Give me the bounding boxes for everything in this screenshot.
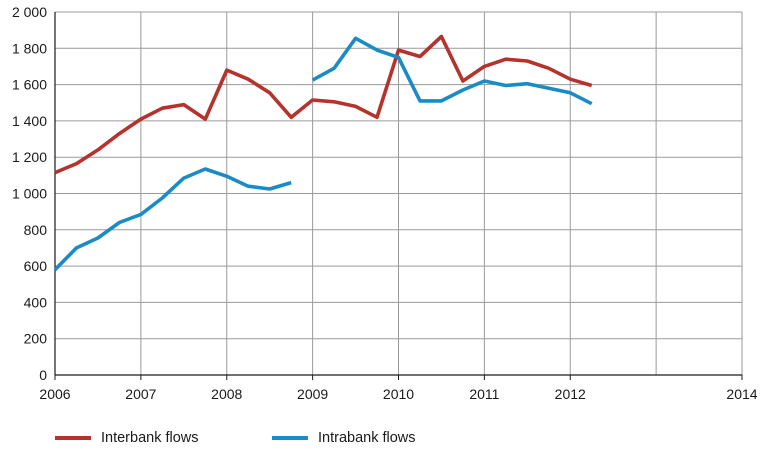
- x-tick-label: 2007: [125, 386, 156, 402]
- tick-labels: 0 200 400 600 800 1 000 1 200 1 400 1 600 1 800 2 …: [12, 4, 758, 402]
- x-tick-label: 2012: [555, 386, 586, 402]
- y-tick-label: 800: [24, 222, 48, 238]
- x-tick-label: 2010: [383, 386, 414, 402]
- x-tick-label: 2011: [469, 386, 499, 402]
- y-tick-label: 600: [24, 258, 48, 274]
- x-tick-label: 2008: [211, 386, 242, 402]
- legend-label-intrabank: Intrabank flows: [318, 430, 416, 446]
- series-layer: [53, 34, 593, 271]
- legend: Interbank flows Intrabank flows: [0, 426, 762, 450]
- y-tick-label: 1 400: [12, 113, 47, 129]
- intrabank-flows-line: [53, 167, 292, 271]
- legend-item-interbank: Interbank flows: [55, 426, 199, 450]
- line-chart: 0 200 400 600 800 1 000 1 200 1 400 1 600 1 800 2 …: [12, 4, 758, 402]
- legend-label-interbank: Interbank flows: [101, 430, 199, 446]
- y-tick-label: 200: [24, 331, 48, 347]
- y-tick-label: 1 000: [12, 186, 47, 202]
- legend-item-intrabank: Intrabank flows: [272, 426, 416, 450]
- axes: [54, 12, 743, 380]
- y-tick-label: 2 000: [12, 4, 47, 20]
- grid: [55, 11, 743, 375]
- y-tick-label: 1 800: [12, 40, 47, 56]
- y-tick-label: 0: [39, 367, 47, 383]
- y-tick-label: 1 600: [12, 77, 47, 93]
- interbank-flows-line: [54, 34, 593, 175]
- y-tick-label: 1 200: [12, 149, 47, 165]
- y-tick-label: 400: [24, 294, 48, 310]
- intrabank-flows-line: [311, 36, 593, 106]
- legend-swatch-intrabank: [272, 436, 308, 440]
- legend-swatch-interbank: [55, 436, 91, 440]
- x-tick-label: 2009: [297, 386, 328, 402]
- x-tick-label: 2006: [39, 386, 70, 402]
- x-tick-label: 2014: [726, 386, 757, 402]
